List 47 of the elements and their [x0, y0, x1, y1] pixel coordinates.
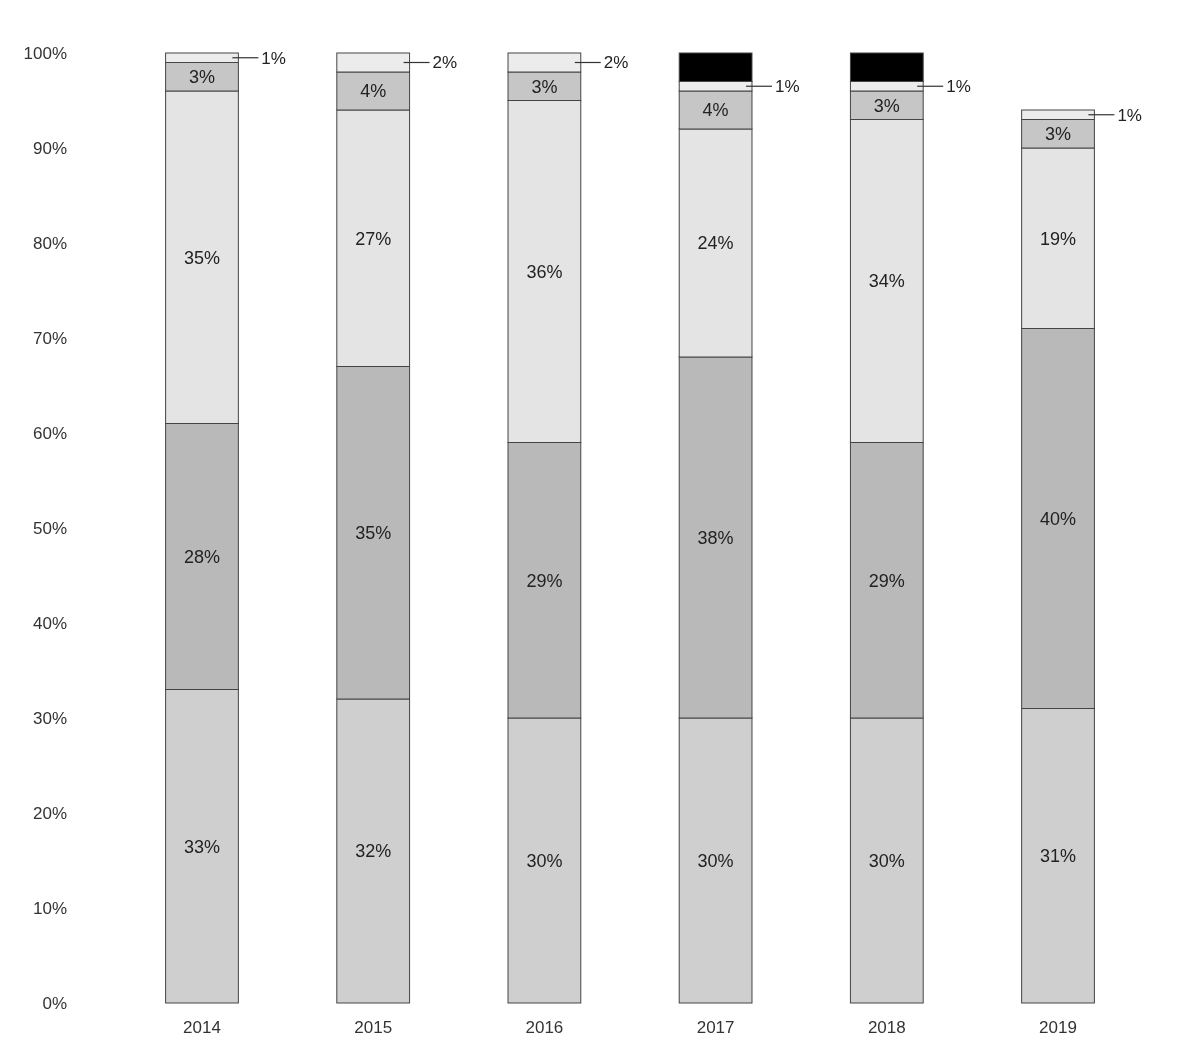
data-label: 24%	[697, 233, 734, 254]
y-tick-label: 30%	[32, 708, 67, 728]
data-label: 35%	[183, 247, 220, 268]
data-label: 3%	[873, 95, 900, 116]
data-label: 19%	[1040, 228, 1077, 249]
data-label: 4%	[702, 100, 729, 121]
data-label: 30%	[697, 850, 734, 871]
data-label: 36%	[526, 261, 563, 282]
data-label: 3%	[188, 67, 215, 88]
data-label: 28%	[183, 546, 220, 567]
x-tick-label: 2019	[1039, 1018, 1077, 1038]
y-tick-label: 100%	[23, 43, 67, 63]
y-tick-label: 70%	[32, 328, 67, 348]
x-tick-label: 2017	[696, 1018, 735, 1038]
y-tick-label: 0%	[42, 993, 67, 1013]
data-label: 35%	[355, 523, 392, 544]
data-label: 27%	[355, 228, 392, 249]
y-tick-label: 60%	[32, 423, 67, 443]
data-label: 32%	[355, 841, 392, 862]
data-label: 40%	[1040, 508, 1077, 529]
data-label: 3%	[1045, 124, 1072, 145]
data-label: 29%	[868, 570, 905, 591]
data-label: 1%	[261, 48, 286, 68]
data-label: 30%	[526, 850, 563, 871]
y-tick-label: 80%	[32, 233, 67, 253]
x-tick-label: 2015	[354, 1018, 393, 1038]
data-label: 33%	[183, 836, 220, 857]
x-tick-label: 2014	[183, 1018, 221, 1038]
x-tick-label: 2018	[867, 1018, 906, 1038]
y-tick-label: 20%	[32, 803, 67, 823]
data-label: 4%	[360, 81, 387, 102]
data-label: 31%	[1040, 846, 1077, 867]
data-label: 2%	[603, 53, 629, 73]
data-label: 38%	[697, 527, 734, 548]
y-tick-label: 90%	[32, 138, 67, 158]
y-tick-label: 10%	[32, 898, 67, 918]
data-label: 1%	[946, 77, 971, 97]
y-tick-label: 40%	[32, 613, 67, 633]
data-label: 2%	[432, 53, 458, 73]
data-label: 30%	[868, 850, 905, 871]
data-label: 3%	[531, 76, 558, 97]
y-tick-label: 50%	[32, 518, 67, 538]
data-label: 1%	[1117, 105, 1142, 125]
data-label: 29%	[526, 570, 563, 591]
x-tick-label: 2016	[525, 1018, 564, 1038]
data-label: 34%	[868, 271, 905, 292]
data-label: 1%	[774, 77, 800, 97]
